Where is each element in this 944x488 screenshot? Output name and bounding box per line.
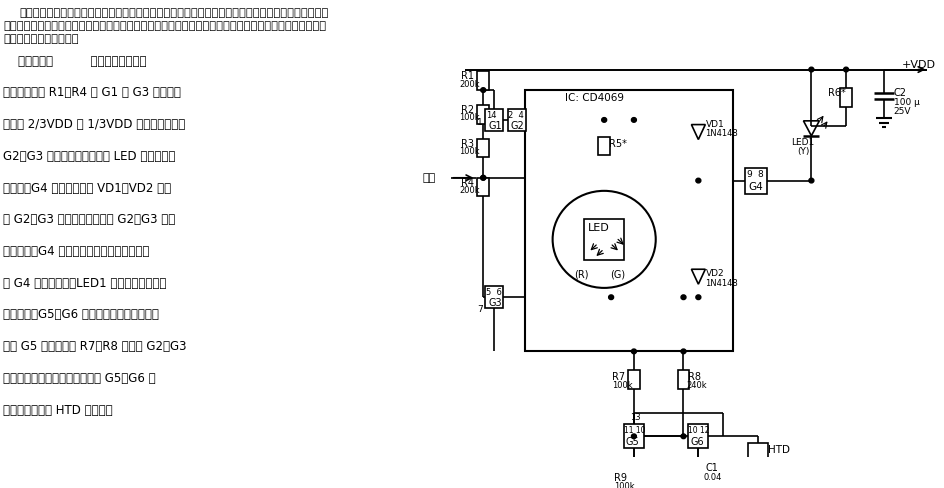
Bar (524, 90, 733, 351)
Text: 一方面，G4 的输入端通过 VD1、VD2 分别: 一方面，G4 的输入端通过 VD1、VD2 分别 (4, 182, 171, 195)
Text: 100k: 100k (612, 381, 632, 390)
Bar (484, 286, 502, 308)
Bar (477, 105, 489, 123)
Text: R1: R1 (461, 71, 474, 81)
Text: LED1: LED1 (791, 138, 814, 147)
Text: 高电平时，G4 的输入端相当于输入高电平，: 高电平时，G4 的输入端相当于输入高电平， (4, 245, 149, 258)
Text: 由于 G5 的输入端经 R7、R8 分别接 G2、G3: 由于 G5 的输入端经 R7、R8 分别接 G2、G3 (4, 340, 187, 353)
Text: R6*: R6* (827, 88, 845, 98)
Text: G6: G6 (690, 437, 703, 447)
Text: 100k: 100k (459, 113, 480, 122)
Bar (508, 109, 525, 131)
Text: 100 μ: 100 μ (893, 98, 919, 106)
Text: 工作正常。G5、G6 构成简单的音频振荡器，: 工作正常。G5、G6 构成简单的音频振荡器， (4, 308, 160, 322)
Text: 0.04: 0.04 (702, 473, 721, 482)
Text: (Y): (Y) (797, 147, 809, 156)
Circle shape (631, 349, 635, 354)
Text: 240k: 240k (685, 381, 706, 390)
Circle shape (631, 434, 635, 439)
Text: 探针悬空，则 R1～R4 将 G1 和 G3 的输入端: 探针悬空，则 R1～R4 将 G1 和 G3 的输入端 (4, 86, 181, 100)
Text: LED: LED (588, 223, 610, 233)
Text: 的输出端，此时均为高电平，故 G5、G6 停: 的输出端，此时均为高电平，故 G5、G6 停 (4, 372, 156, 385)
Text: G5: G5 (625, 437, 639, 447)
Text: 13: 13 (630, 413, 640, 422)
Text: 7: 7 (477, 305, 482, 314)
Text: 100k: 100k (459, 147, 480, 156)
Bar (628, 370, 639, 389)
Circle shape (695, 295, 700, 300)
Bar (628, 471, 639, 488)
Circle shape (681, 295, 685, 300)
Text: R4: R4 (461, 178, 474, 188)
Text: R9: R9 (614, 473, 627, 483)
Bar (477, 139, 489, 157)
Text: VD1: VD1 (705, 120, 724, 129)
Circle shape (608, 295, 613, 300)
Text: G2、G3 均输出高电平，双色 LED 不发光；另: G2、G3 均输出高电平，双色 LED 不发光；另 (4, 150, 176, 163)
Text: R3: R3 (461, 139, 474, 148)
Text: 25V: 25V (893, 107, 910, 116)
Text: HTD: HTD (767, 445, 789, 455)
Circle shape (480, 88, 485, 92)
Text: 9: 9 (745, 170, 750, 179)
Bar (477, 71, 489, 90)
Circle shape (601, 118, 606, 122)
Text: R7: R7 (612, 372, 625, 382)
Text: 态还是变化的脉冲信号。: 态还是变化的脉冲信号。 (4, 34, 79, 44)
Circle shape (695, 178, 700, 183)
Bar (744, 167, 766, 194)
Text: 11 10: 11 10 (623, 426, 645, 435)
Text: 偏置在 2/3VDD 和 1/3VDD 的电位上，导致: 偏置在 2/3VDD 和 1/3VDD 的电位上，导致 (4, 118, 185, 131)
Text: R5*: R5* (609, 139, 627, 148)
Circle shape (681, 434, 685, 439)
Circle shape (480, 176, 485, 180)
Text: 振，压电陶瓷片 HTD 不发声。: 振，压电陶瓷片 HTD 不发声。 (4, 404, 113, 417)
Text: 200k: 200k (459, 80, 480, 89)
Bar (747, 443, 767, 462)
Circle shape (808, 178, 813, 183)
Text: 200k: 200k (459, 186, 480, 195)
Text: 1N4148: 1N4148 (704, 279, 737, 287)
Bar (583, 219, 623, 260)
Circle shape (808, 67, 813, 72)
Text: G1: G1 (488, 121, 501, 131)
Bar (623, 424, 643, 448)
Bar (677, 370, 689, 389)
Text: G2: G2 (511, 121, 524, 131)
Text: 8: 8 (757, 170, 763, 179)
Text: 1: 1 (477, 118, 482, 127)
Text: C1: C1 (704, 463, 717, 473)
Circle shape (480, 176, 485, 180)
Text: 14: 14 (485, 111, 497, 120)
Text: G4: G4 (747, 183, 762, 192)
Text: 100k: 100k (614, 482, 634, 488)
Text: R8: R8 (688, 372, 700, 382)
Text: 电路示于图          接通电源后，如果: 电路示于图 接通电源后，如果 (4, 55, 146, 67)
Text: (G): (G) (610, 269, 625, 279)
Bar (477, 178, 489, 197)
Text: 辑电平测试笔，可用发光二极管的亮灭和音频振荡器的音频高低，指示被测信号是高电平、低电平、高阻状: 辑电平测试笔，可用发光二极管的亮灭和音频振荡器的音频高低，指示被测信号是高电平、… (4, 21, 326, 31)
Text: R2: R2 (461, 105, 474, 115)
Bar (598, 137, 610, 155)
Circle shape (681, 349, 685, 354)
Circle shape (631, 118, 635, 122)
Text: C2: C2 (893, 88, 905, 98)
Text: (R): (R) (574, 269, 588, 279)
Text: G3: G3 (488, 298, 501, 308)
Text: 2  4: 2 4 (508, 111, 523, 120)
Text: 5  6: 5 6 (485, 288, 501, 297)
Bar (484, 109, 502, 131)
Text: IC: CD4069: IC: CD4069 (564, 93, 623, 103)
Text: VD2: VD2 (705, 269, 724, 278)
Text: 与 G2、G3 的输出端相连。在 G2、G3 输出: 与 G2、G3 的输出端相连。在 G2、G3 输出 (4, 213, 176, 226)
Circle shape (843, 67, 848, 72)
Bar (839, 88, 851, 107)
Text: +VDD: +VDD (901, 60, 935, 70)
Text: 在检修微机、游戏机和调试数字电路时，使用逻辑电平测试笔要比使用万用表方便得多，这里介绍的逻: 在检修微机、游戏机和调试数字电路时，使用逻辑电平测试笔要比使用万用表方便得多，这… (19, 8, 329, 18)
Text: 1N4148: 1N4148 (704, 129, 737, 138)
Text: 10 12: 10 12 (688, 426, 709, 435)
Text: 探针: 探针 (422, 173, 435, 183)
Bar (688, 424, 707, 448)
Text: 故 G4 输出低电平，LED1 点亮，指示逻辑笔: 故 G4 输出低电平，LED1 点亮，指示逻辑笔 (4, 277, 166, 290)
